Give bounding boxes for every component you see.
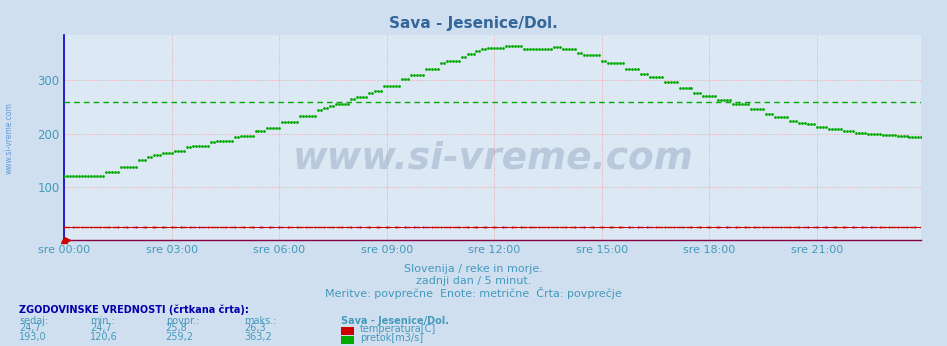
Text: 24,7: 24,7 (19, 323, 41, 333)
Text: Meritve: povprečne  Enote: metrične  Črta: povprečje: Meritve: povprečne Enote: metrične Črta:… (325, 287, 622, 299)
Text: Sava - Jesenice/Dol.: Sava - Jesenice/Dol. (389, 16, 558, 30)
Text: povpr.:: povpr.: (166, 316, 199, 326)
Text: www.si-vreme.com: www.si-vreme.com (5, 102, 14, 174)
Text: Slovenija / reke in morje.: Slovenija / reke in morje. (404, 264, 543, 274)
Text: 120,6: 120,6 (90, 332, 117, 342)
Text: sedaj:: sedaj: (19, 316, 48, 326)
Text: maks.:: maks.: (244, 316, 277, 326)
Text: 26,3: 26,3 (244, 323, 266, 333)
Text: 363,2: 363,2 (244, 332, 272, 342)
Text: Sava - Jesenice/Dol.: Sava - Jesenice/Dol. (341, 316, 449, 326)
Text: ZGODOVINSKE VREDNOSTI (črtkana črta):: ZGODOVINSKE VREDNOSTI (črtkana črta): (19, 304, 249, 315)
Text: 193,0: 193,0 (19, 332, 46, 342)
Text: zadnji dan / 5 minut.: zadnji dan / 5 minut. (416, 276, 531, 286)
Text: 259,2: 259,2 (166, 332, 194, 342)
Text: min.:: min.: (90, 316, 115, 326)
Text: temperatura[C]: temperatura[C] (360, 324, 437, 334)
Text: pretok[m3/s]: pretok[m3/s] (360, 333, 423, 343)
Text: 24,7: 24,7 (90, 323, 112, 333)
Text: www.si-vreme.com: www.si-vreme.com (293, 140, 693, 176)
Text: 25,8: 25,8 (166, 323, 188, 333)
